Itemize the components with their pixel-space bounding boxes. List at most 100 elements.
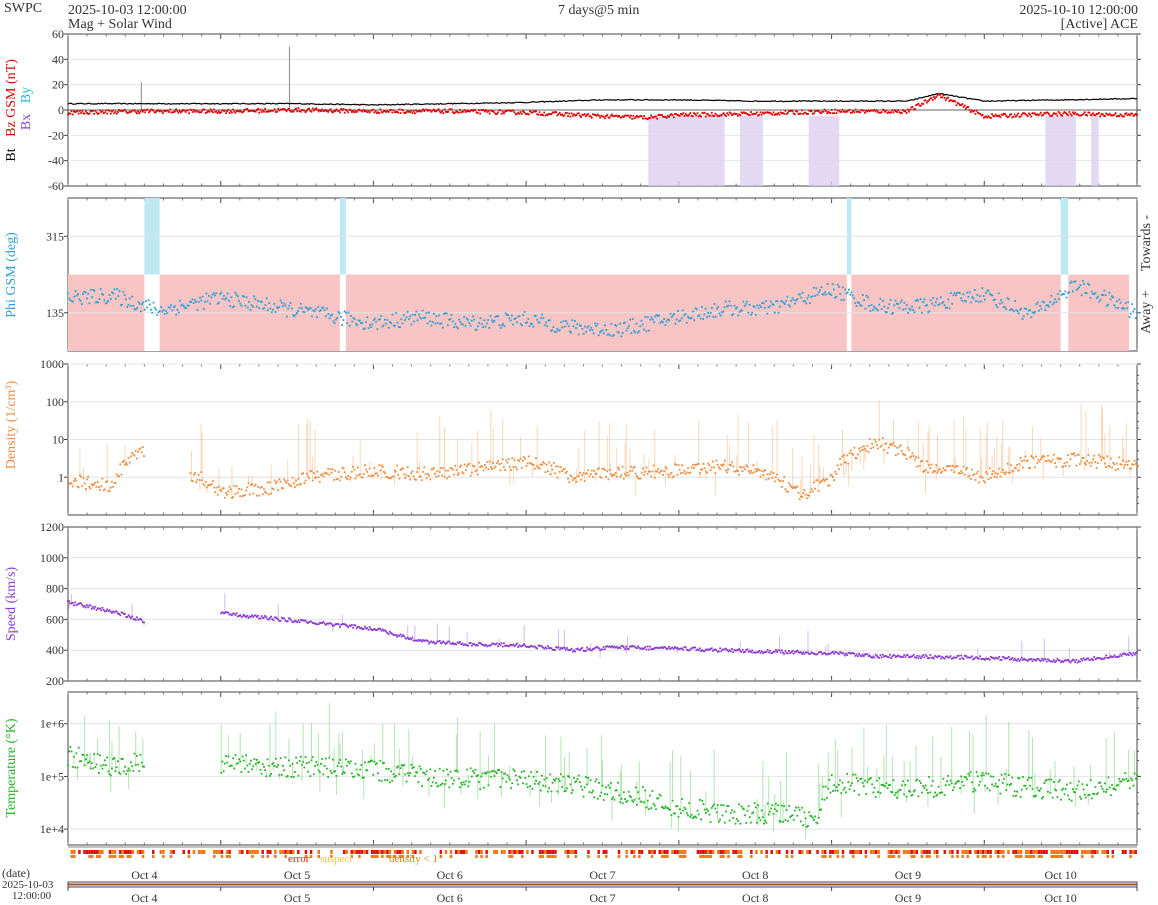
density-point bbox=[731, 461, 733, 464]
y-tick-label: 60 bbox=[52, 27, 64, 41]
y-tick-label: 1200 bbox=[40, 520, 64, 534]
phi-point bbox=[868, 304, 871, 307]
temperature-point bbox=[302, 760, 305, 763]
density-point bbox=[981, 476, 984, 479]
temperature-point bbox=[352, 775, 354, 778]
speed-point bbox=[233, 612, 236, 615]
bz-point bbox=[689, 112, 692, 114]
bz-point bbox=[1076, 113, 1079, 116]
speed-point bbox=[892, 654, 895, 657]
phi-point bbox=[299, 302, 302, 305]
temperature-point bbox=[246, 764, 249, 767]
bz-point bbox=[485, 109, 487, 112]
phi-point bbox=[83, 290, 86, 293]
density-point bbox=[380, 464, 383, 467]
temperature-point bbox=[434, 769, 436, 772]
bz-point bbox=[841, 108, 844, 111]
phi-point bbox=[850, 291, 853, 294]
bz-point bbox=[303, 109, 306, 112]
bz-point bbox=[715, 113, 718, 116]
bz-point bbox=[171, 111, 174, 114]
phi-point bbox=[820, 286, 823, 289]
phi-point bbox=[777, 311, 780, 314]
bz-point bbox=[75, 110, 78, 113]
temperature-point bbox=[615, 789, 618, 792]
bz-point bbox=[150, 108, 153, 111]
density-point bbox=[406, 466, 409, 469]
phi-point bbox=[814, 294, 816, 297]
density-point bbox=[829, 474, 832, 477]
bz-point bbox=[1105, 112, 1108, 115]
speed-point bbox=[406, 636, 409, 639]
bz-point bbox=[321, 108, 324, 111]
bz-point bbox=[653, 115, 656, 118]
temperature-point bbox=[397, 765, 400, 768]
density-point bbox=[266, 481, 269, 484]
density-point bbox=[115, 473, 118, 476]
density-point bbox=[925, 460, 928, 463]
density-point bbox=[722, 463, 725, 466]
speed-point bbox=[846, 654, 849, 657]
phi-point bbox=[804, 300, 806, 303]
subtitle-label: Mag + Solar Wind bbox=[68, 17, 172, 32]
phi-point bbox=[641, 323, 644, 326]
bz-point bbox=[1035, 114, 1037, 116]
phi-point bbox=[682, 309, 684, 312]
density-point bbox=[1033, 466, 1036, 469]
speed-point bbox=[1075, 658, 1078, 661]
speed-point bbox=[866, 653, 869, 656]
density-point bbox=[291, 476, 294, 479]
bz-point bbox=[832, 112, 834, 115]
bz-point bbox=[1055, 112, 1058, 115]
density-point bbox=[435, 475, 438, 478]
density-point bbox=[488, 460, 491, 463]
temperature-point bbox=[267, 764, 270, 767]
speed-point bbox=[1092, 659, 1094, 662]
density-point bbox=[122, 459, 125, 462]
density-point bbox=[949, 464, 952, 467]
temperature-point bbox=[374, 763, 377, 766]
bz-point bbox=[1052, 112, 1055, 115]
speed-point bbox=[1124, 653, 1127, 655]
phi-point bbox=[1021, 318, 1024, 320]
phi-point bbox=[795, 299, 798, 302]
phi-point bbox=[601, 329, 604, 332]
density-point bbox=[236, 491, 239, 494]
temperature-point bbox=[544, 785, 547, 788]
density-point bbox=[543, 462, 546, 465]
phi-point bbox=[952, 294, 955, 297]
speed-point bbox=[560, 647, 562, 649]
speed-point bbox=[986, 658, 989, 660]
density-point bbox=[796, 485, 799, 488]
phi-point bbox=[845, 292, 848, 295]
density-point bbox=[92, 484, 94, 487]
phi-point bbox=[596, 323, 599, 325]
speed-point bbox=[500, 642, 503, 645]
bz-point bbox=[669, 114, 672, 117]
bz-point bbox=[315, 107, 318, 110]
temperature-point bbox=[492, 770, 495, 772]
phi-point bbox=[365, 321, 367, 323]
temperature-point bbox=[73, 755, 75, 758]
phi-point bbox=[1071, 290, 1074, 293]
speed-point bbox=[784, 650, 787, 652]
density-point bbox=[633, 465, 636, 468]
bz-point bbox=[409, 111, 411, 113]
speed-point bbox=[284, 619, 287, 622]
bz-point bbox=[462, 110, 465, 113]
bz-point bbox=[925, 101, 928, 104]
phi-point bbox=[709, 311, 712, 314]
phi-point bbox=[977, 300, 980, 303]
density-point bbox=[583, 480, 586, 482]
density-point bbox=[791, 487, 794, 490]
phi-point bbox=[541, 313, 544, 316]
bz-point bbox=[652, 116, 655, 119]
temperature-point bbox=[347, 760, 350, 763]
speed-point bbox=[636, 647, 638, 649]
bz-point bbox=[647, 117, 650, 120]
bz-point bbox=[217, 110, 220, 113]
speed-point bbox=[387, 633, 390, 636]
density-point bbox=[407, 475, 410, 477]
phi-point bbox=[816, 293, 819, 296]
speed-point bbox=[782, 651, 784, 654]
